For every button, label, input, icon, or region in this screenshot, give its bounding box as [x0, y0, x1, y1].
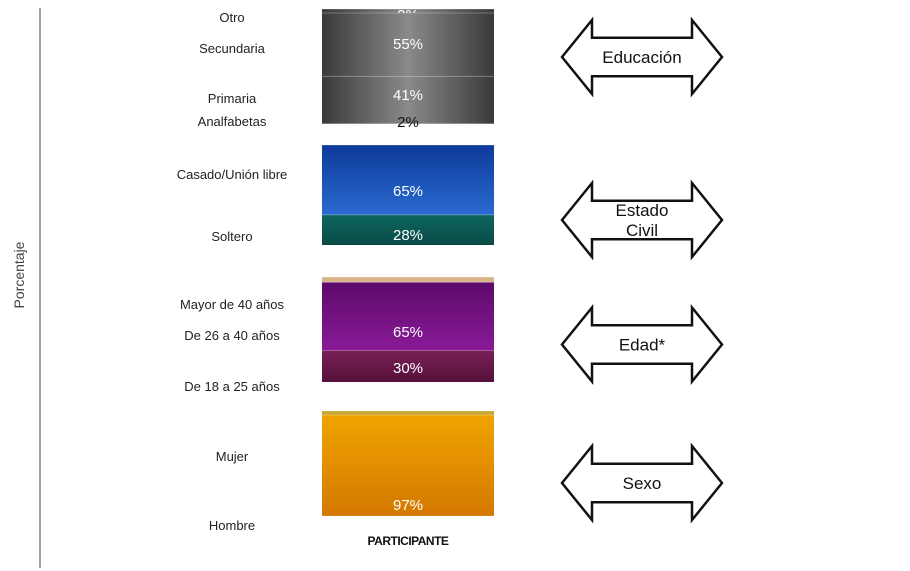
category-label: Mayor de 40 años — [180, 297, 285, 312]
value-label: 2% — [397, 114, 419, 131]
x-axis-label: PARTICIPANTE — [368, 534, 449, 548]
value-label: 41% — [393, 87, 423, 104]
bar-segment — [322, 411, 494, 415]
value-label: 30% — [393, 360, 423, 377]
group-label: Sexo — [623, 474, 662, 493]
double-arrow-icon — [560, 442, 724, 524]
bars-layer: Otro 2% Secundaria 55% Primaria 41% Analfabeta… — [177, 7, 494, 533]
double-arrow-icon — [560, 303, 724, 386]
category-label: Analfabetas — [198, 114, 267, 129]
bar-segment — [322, 9, 494, 13]
double-arrow-icon — [560, 16, 724, 98]
bar-segment — [322, 76, 494, 124]
group-label: Edad* — [619, 336, 666, 355]
category-label: Mujer — [216, 449, 249, 464]
double-arrow-icon — [560, 179, 724, 261]
bar-segment — [322, 214, 494, 245]
bar-segment — [322, 282, 494, 351]
bar-segment — [322, 145, 494, 215]
category-label: Primaria — [208, 91, 257, 106]
bar-segment — [322, 350, 494, 382]
category-label: De 26 a 40 años — [184, 328, 280, 343]
group-label: Estado — [616, 201, 669, 220]
category-label: De 18 a 25 años — [184, 379, 280, 394]
value-label: 65% — [393, 324, 423, 341]
value-label: 65% — [393, 183, 423, 200]
bar-segment — [322, 13, 494, 77]
category-label: Secundaria — [199, 41, 266, 56]
bar-segment — [322, 415, 494, 516]
category-label: Soltero — [211, 229, 252, 244]
category-label: Casado/Unión libre — [177, 167, 288, 182]
value-label: 97% — [393, 497, 423, 514]
category-label: Hombre — [209, 518, 255, 533]
group-label: Educación — [602, 48, 681, 67]
group-label: Civil — [626, 221, 658, 240]
bar-segment — [322, 277, 494, 283]
category-label: Otro — [219, 10, 244, 25]
y-axis-label: Porcentaje — [11, 241, 27, 308]
value-label: 55% — [393, 36, 423, 53]
value-label: 28% — [393, 227, 423, 244]
